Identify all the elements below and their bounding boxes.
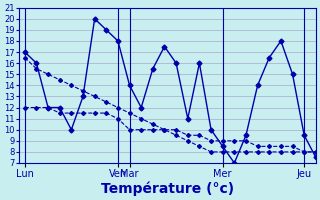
X-axis label: Température (°c): Température (°c): [101, 181, 234, 196]
